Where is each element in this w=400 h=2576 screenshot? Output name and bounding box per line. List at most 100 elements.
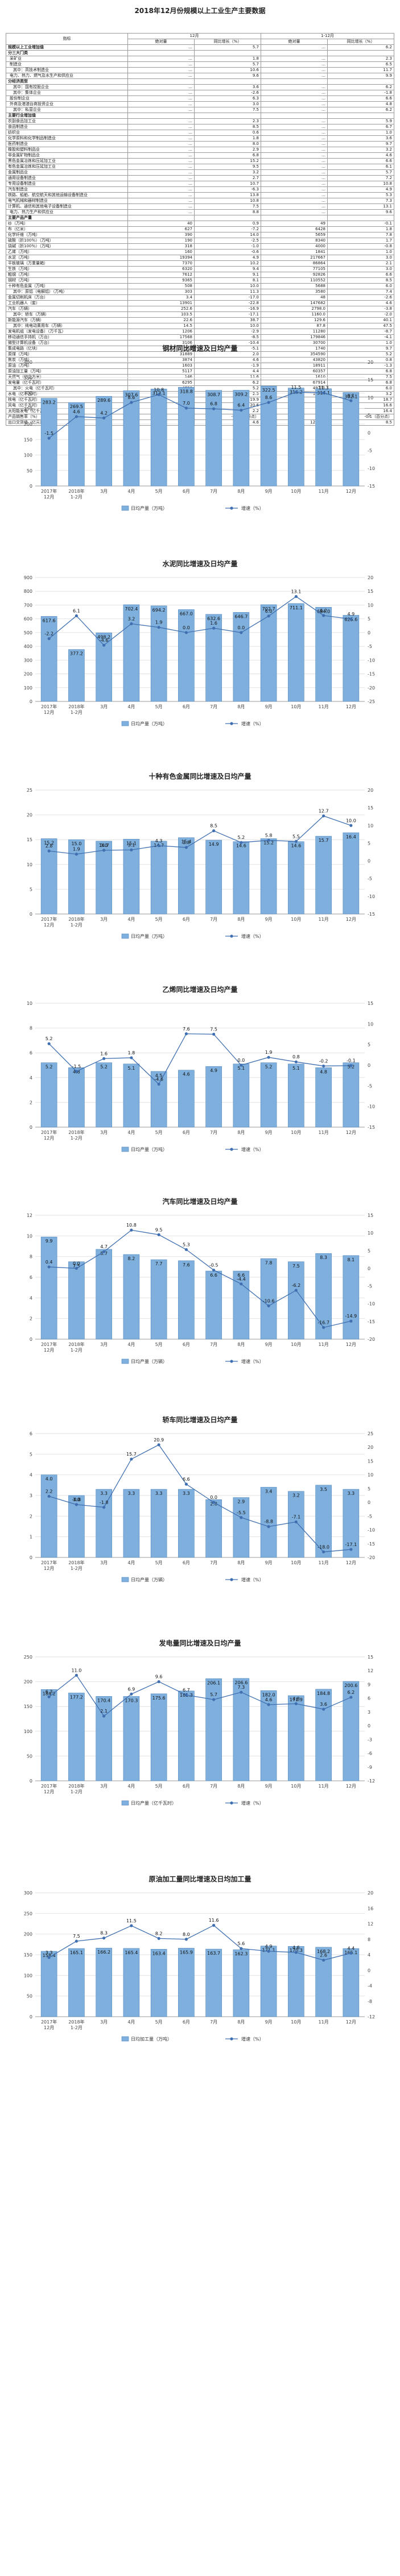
right-axis-tick-label: -10 bbox=[368, 466, 375, 471]
row-growth-december: 8.5 bbox=[194, 124, 261, 130]
row-value-december: … bbox=[127, 95, 195, 102]
bar-value-label: 200.6 bbox=[344, 1683, 357, 1688]
bar-value-label: 2.8 bbox=[210, 1501, 217, 1506]
right-axis-tick-label: 15 bbox=[368, 589, 373, 594]
growth-point bbox=[102, 416, 106, 420]
legend-line-label: 增速（%） bbox=[241, 1358, 264, 1364]
left-axis-tick-label: 2 bbox=[30, 1100, 32, 1105]
chart-svg: 0 50 100 150 200 250 -12 -9 -6 -3 0 3 6 9 12 15 184.2 177… bbox=[24, 1655, 375, 1806]
row-growth-ytd bbox=[327, 215, 394, 221]
growth-value-label: 6.0 bbox=[265, 609, 273, 614]
growth-value-label: 4.6 bbox=[292, 1945, 300, 1950]
row-label: 计算机、通信和其他电子设备制造业 bbox=[6, 203, 128, 210]
bar bbox=[68, 649, 85, 702]
bar bbox=[233, 1678, 250, 1781]
growth-value-label: 0.0 bbox=[73, 1261, 80, 1266]
x-axis-tick-label: 2018年 bbox=[68, 704, 84, 709]
left-axis-tick-label: 0 bbox=[30, 1555, 32, 1560]
row-growth-december: 1.8 bbox=[194, 56, 261, 62]
left-axis-tick-label: 2 bbox=[30, 1316, 32, 1322]
x-axis-tick-label: 2017年 bbox=[41, 704, 57, 709]
row-label: 采矿业 bbox=[6, 56, 128, 62]
table-row: 金属制品业… 3.2… 5.7 bbox=[6, 169, 394, 176]
growth-point bbox=[267, 614, 270, 618]
chart-8: 原油加工量同比增速及日均加工量 0 50 100 150 200 250 300 -12 -8 -4… bbox=[0, 1873, 400, 2075]
bar bbox=[343, 832, 360, 915]
row-growth-december: 8.8 bbox=[194, 209, 261, 215]
x-axis-tick-label: 11月 bbox=[319, 1560, 329, 1565]
x-axis-tick-label: 2017年 bbox=[41, 1129, 57, 1135]
x-axis-tick-label: 5月 bbox=[155, 917, 163, 922]
x-axis-tick-label: 2018年 bbox=[68, 488, 84, 494]
row-growth-ytd: 11.7 bbox=[327, 67, 394, 73]
bar bbox=[40, 616, 57, 702]
growth-point bbox=[322, 1064, 325, 1068]
bar-value-label: 170.3 bbox=[290, 1948, 303, 1953]
row-label: 其中：纯电动乘用车（万辆） bbox=[6, 323, 128, 329]
right-axis-tick-label: 0 bbox=[368, 859, 370, 864]
right-axis-tick-label: 16 bbox=[368, 1906, 373, 1911]
growth-value-label: 6.4 bbox=[238, 403, 245, 408]
row-value-ytd: … bbox=[261, 147, 328, 153]
growth-point bbox=[75, 1939, 78, 1943]
growth-value-label: 4.4 bbox=[348, 1946, 355, 1951]
row-growth-ytd: 1.0 bbox=[327, 249, 394, 255]
x-axis-tick-label: 4月 bbox=[127, 1342, 135, 1347]
left-axis-tick-label: 0 bbox=[30, 1337, 32, 1342]
legend-line-label: 增速（%） bbox=[241, 1146, 264, 1152]
row-growth-december: -22.8 bbox=[194, 300, 261, 306]
row-growth-ytd: 6.5 bbox=[327, 61, 394, 68]
bar bbox=[150, 1489, 167, 1558]
table-row: 发电机组（发电设备）（万千瓦） 1206 -2.9 11280 -8.7 bbox=[6, 329, 394, 335]
bar bbox=[40, 1236, 57, 1340]
right-axis-tick-label: 15 bbox=[368, 1459, 373, 1464]
right-axis-tick-label: -15 bbox=[368, 1542, 375, 1547]
growth-value-label: 6.6 bbox=[183, 1477, 190, 1482]
row-value-ytd: … bbox=[261, 164, 328, 170]
x-axis-tick-label: 11月 bbox=[319, 1784, 329, 1789]
bar bbox=[233, 612, 250, 702]
left-axis-tick-label: 50 bbox=[27, 1754, 32, 1759]
legend-line-marker bbox=[230, 1578, 233, 1581]
bar bbox=[68, 1693, 85, 1781]
bar bbox=[178, 1260, 195, 1340]
row-growth-december: 10.0 bbox=[194, 323, 261, 329]
row-value-december: … bbox=[127, 135, 195, 142]
row-growth-december: 8.0 bbox=[194, 141, 261, 147]
x-axis-tick-label: 12月 bbox=[44, 710, 54, 715]
row-value-ytd: … bbox=[261, 56, 328, 62]
legend-bar-label: 日均产量（万辆） bbox=[131, 1358, 167, 1364]
x-axis-tick-label: 4月 bbox=[127, 917, 135, 922]
bar bbox=[260, 1258, 277, 1340]
bar bbox=[96, 1947, 112, 2017]
table-row: 规模以上工业增加值… 5.7… 6.2 bbox=[6, 44, 394, 51]
row-label: 股份制企业 bbox=[6, 95, 128, 102]
table-row: 分三大门类 bbox=[6, 50, 394, 56]
row-label: 铁路、船舶、航空航天和其他运输设备制造业 bbox=[6, 192, 128, 198]
x-axis-tick-label: 3月 bbox=[100, 917, 108, 922]
header-period-ytd: 1-12月 bbox=[261, 33, 394, 39]
bar-value-label: 7.5 bbox=[73, 1264, 80, 1269]
row-value-december: … bbox=[127, 186, 195, 193]
bar bbox=[260, 1487, 277, 1558]
x-axis-tick-label: 9月 bbox=[265, 1130, 273, 1135]
bar-value-label: 166.2 bbox=[97, 1950, 110, 1955]
left-axis-tick-label: 150 bbox=[24, 1952, 32, 1958]
x-axis-tick-label: 4月 bbox=[127, 1130, 135, 1135]
right-axis-tick-label: -10 bbox=[368, 658, 375, 663]
legend-line-label: 增速（%） bbox=[241, 933, 264, 939]
table-row: 金属切削机床（万台） 3.4 -17.0 48 -2.6 bbox=[6, 294, 394, 301]
bar-value-label: 2.9 bbox=[238, 1499, 245, 1505]
x-axis-tick-label: 9月 bbox=[265, 1342, 273, 1347]
bar bbox=[315, 1485, 332, 1558]
bar bbox=[123, 1948, 140, 2017]
growth-value-label: 5.3 bbox=[183, 1242, 190, 1247]
bar-value-label: 184.2 bbox=[43, 1691, 56, 1696]
row-value-december: 7370 bbox=[127, 260, 195, 267]
bar bbox=[260, 1946, 277, 2017]
bar bbox=[150, 1693, 167, 1781]
row-label: 化学原料和化学制品制造业 bbox=[6, 135, 128, 142]
right-axis-tick-label: 10 bbox=[368, 823, 373, 828]
x-axis-tick-label: 12月 bbox=[346, 1560, 356, 1565]
table-row: 电力、热力、燃气及水生产和供应业… 9.6… 9.9 bbox=[6, 73, 394, 79]
